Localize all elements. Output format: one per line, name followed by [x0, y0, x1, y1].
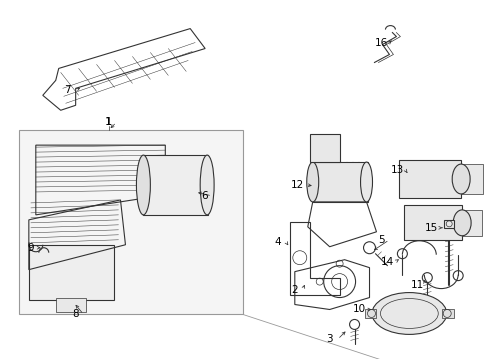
Ellipse shape: [360, 162, 372, 202]
Text: 10: 10: [352, 305, 366, 315]
Text: 6: 6: [201, 191, 207, 201]
Bar: [443, 220, 453, 228]
Ellipse shape: [451, 164, 469, 194]
Ellipse shape: [136, 155, 150, 215]
Text: 1: 1: [105, 117, 111, 127]
Bar: [364, 309, 376, 319]
Bar: [460, 164, 482, 194]
Text: 2: 2: [291, 284, 298, 294]
Text: 13: 13: [390, 165, 403, 175]
Bar: [404, 205, 461, 240]
Bar: [309, 134, 339, 162]
Text: 4: 4: [274, 237, 281, 247]
Bar: [312, 162, 367, 202]
Text: 14: 14: [380, 257, 393, 267]
Bar: [56, 298, 85, 312]
Text: 9: 9: [27, 243, 34, 253]
Text: 16: 16: [374, 37, 387, 48]
Bar: [399, 160, 460, 198]
Text: 11: 11: [410, 280, 423, 289]
Text: 7: 7: [64, 85, 71, 95]
Ellipse shape: [200, 155, 214, 215]
Text: 12: 12: [290, 180, 304, 190]
Bar: [143, 155, 208, 215]
Bar: [19, 130, 243, 315]
Ellipse shape: [371, 293, 446, 334]
Ellipse shape: [452, 210, 470, 236]
Text: 8: 8: [72, 310, 79, 319]
Text: 1: 1: [105, 117, 112, 127]
Text: 3: 3: [325, 334, 332, 345]
Bar: [441, 309, 453, 319]
Bar: [29, 245, 113, 300]
Bar: [461, 210, 481, 236]
Text: 5: 5: [377, 235, 384, 245]
Text: 15: 15: [424, 223, 437, 233]
Ellipse shape: [306, 162, 318, 202]
